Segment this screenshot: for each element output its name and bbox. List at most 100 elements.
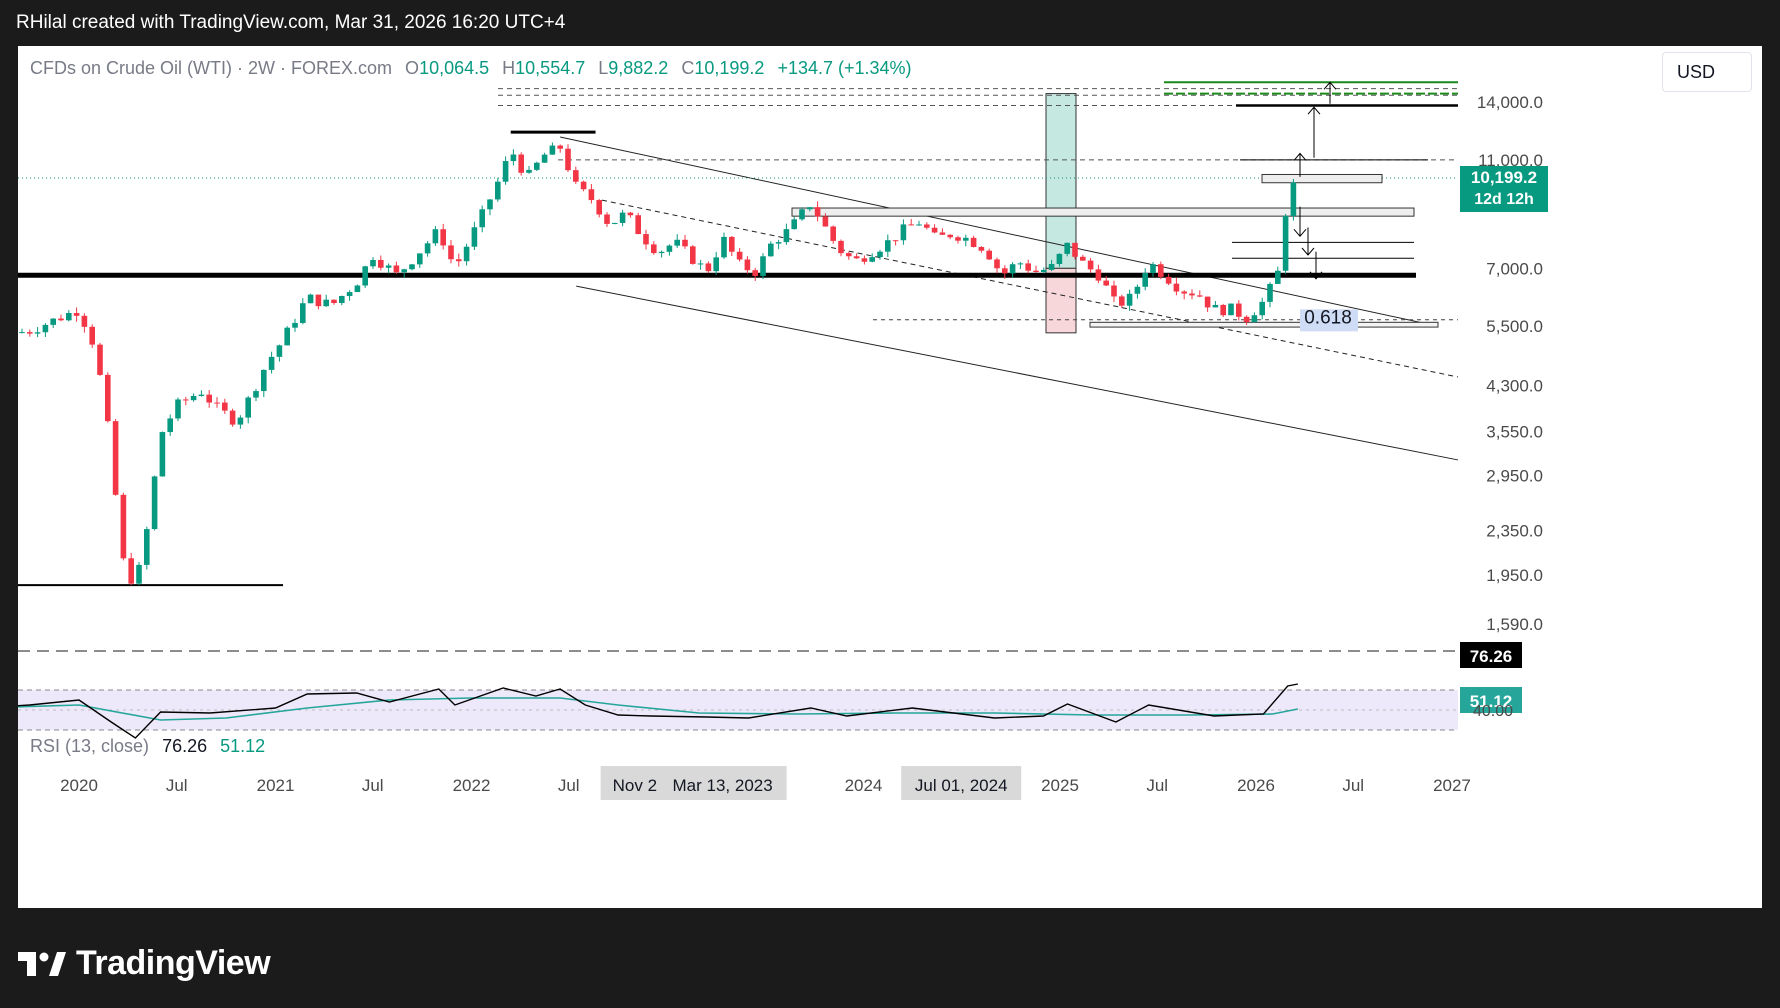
candle-body (861, 258, 868, 262)
tradingview-logo-icon (18, 951, 66, 976)
candle-body (588, 189, 595, 201)
rsi-ma-tag (1460, 687, 1522, 713)
candle-body (42, 324, 49, 333)
rsi-name: RSI (13, close) (30, 736, 150, 756)
candle-body (237, 417, 244, 425)
candle-body (261, 369, 267, 392)
candle-body (970, 237, 977, 248)
candle-body (869, 257, 875, 262)
candle-body (963, 237, 969, 241)
arrow-up-1-head (1323, 81, 1337, 90)
long-position-box[interactable] (1045, 93, 1077, 269)
symbol-legend: CFDs on Crude Oil (WTI) · 2W · FOREX.com… (30, 58, 912, 79)
candle-body (596, 200, 602, 215)
candle-body (721, 236, 727, 258)
candle-body (128, 558, 134, 584)
candle-body (775, 242, 782, 244)
low-label: L (598, 58, 609, 78)
candle-body (814, 207, 821, 217)
candle-body (1251, 315, 1258, 323)
resistance-zone[interactable] (791, 207, 1415, 217)
chart-panel[interactable]: 0.618 1,590.0 1,950.0 2,350.0 2,950.0 3,550.0… (18, 46, 1762, 908)
candle-body (1095, 269, 1102, 281)
candle-body (229, 410, 236, 425)
candle-body (885, 240, 891, 252)
candle-body (331, 299, 337, 304)
x-tick-label: 2027 (1433, 776, 1471, 795)
channel-lower-line[interactable] (576, 285, 1459, 461)
candle-body (276, 345, 283, 357)
candle-body (541, 154, 548, 163)
candle-body (690, 246, 696, 264)
candle-body (682, 239, 688, 247)
y-tick-label: 2,950.0 (1486, 467, 1543, 486)
candle-body (994, 259, 1000, 269)
x-highlight-label: Mar 13, 2023 (673, 776, 773, 795)
candle-body (1189, 293, 1195, 296)
price-chart[interactable]: 0.618 1,590.0 1,950.0 2,350.0 2,950.0 3,550.0… (18, 46, 1762, 908)
rsi-legend: RSI (13, close) 76.26 51.12 (30, 736, 265, 757)
rsi-legend-value: 76.26 (162, 736, 208, 756)
candle-body (651, 244, 657, 254)
short-position-box[interactable] (1045, 267, 1077, 334)
candle-body (1056, 253, 1063, 265)
candle-body (807, 207, 813, 210)
candle-body (580, 181, 587, 190)
candle-body (89, 326, 95, 345)
candle-body (167, 418, 173, 433)
rsi-value-tag (1460, 642, 1522, 668)
rsi-legend-ma: 51.12 (220, 736, 266, 756)
candle-body (73, 313, 80, 316)
arrow-up-2-head (1307, 106, 1321, 115)
candle-body (526, 169, 532, 173)
x-tick-label: 2026 (1237, 776, 1275, 795)
y-tick-label: 5,500.0 (1486, 317, 1543, 336)
rsi-band (18, 690, 1458, 730)
candle-body (339, 296, 345, 304)
candle-body (1228, 303, 1234, 316)
candle-body (822, 216, 829, 227)
current-price-tag (1460, 166, 1548, 213)
fib-zone[interactable] (1089, 321, 1439, 328)
x-tick-label: 2021 (257, 776, 295, 795)
x-highlight-bg (600, 766, 787, 800)
candle-body (1197, 295, 1203, 297)
candle-body (705, 263, 712, 272)
candle-body (120, 494, 127, 559)
candle-body (370, 259, 376, 267)
candle-body (518, 154, 524, 173)
candle-body (1204, 296, 1211, 308)
candle-body (635, 215, 641, 235)
candle-body (463, 246, 470, 262)
candle-body (97, 344, 103, 375)
channel-upper-line[interactable] (560, 136, 1439, 327)
channel-mid-line[interactable] (601, 199, 1459, 378)
candle-body (393, 265, 400, 273)
candle-body (1290, 182, 1297, 216)
candle-body (799, 209, 805, 220)
candle-body (1165, 276, 1172, 284)
candle-body (658, 251, 665, 254)
candle-body (1126, 293, 1133, 306)
candle-body (674, 239, 680, 246)
candle-body (471, 227, 478, 247)
candle-body (362, 266, 368, 286)
high-value: 10,554.7 (515, 58, 586, 78)
candle-body (315, 294, 322, 307)
candle-body (175, 399, 181, 419)
currency-selector[interactable]: USD (1662, 52, 1752, 92)
candle-body (424, 243, 431, 254)
candle-body (838, 240, 844, 254)
x-highlight-bg (901, 766, 1022, 800)
fib-label: 0.618 (1304, 308, 1352, 329)
tradingview-logo[interactable]: TradingView (18, 944, 271, 983)
candle-body (487, 199, 493, 210)
close-value: 10,199.2 (694, 58, 765, 78)
candle-body (27, 332, 33, 334)
candle-body (1048, 264, 1055, 270)
rsi-ma-tag-text: 51.12 (1470, 692, 1513, 711)
candle-body (557, 145, 563, 149)
candle-body (456, 259, 462, 262)
price-zone-box[interactable] (1261, 173, 1383, 184)
chart-caption: RHilal created with TradingView.com, Mar… (16, 12, 566, 33)
